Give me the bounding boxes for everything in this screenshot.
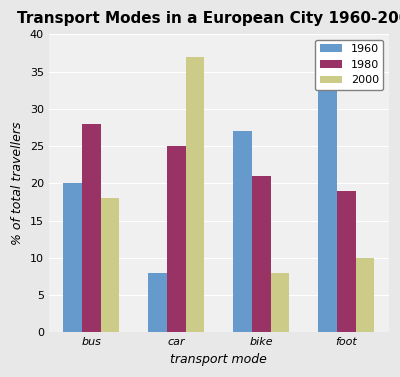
Bar — [337, 191, 356, 333]
Bar — [271, 273, 289, 333]
Bar — [318, 72, 337, 333]
Bar — [186, 57, 204, 333]
X-axis label: transport mode: transport mode — [170, 353, 267, 366]
Bar — [100, 198, 119, 333]
Bar — [233, 131, 252, 333]
Bar — [63, 183, 82, 333]
Bar — [82, 124, 100, 333]
Legend: 1960, 1980, 2000: 1960, 1980, 2000 — [315, 40, 383, 90]
Bar — [252, 176, 271, 333]
Bar — [356, 258, 374, 333]
Bar — [167, 146, 186, 333]
Title: Transport Modes in a European City 1960-2000: Transport Modes in a European City 1960-… — [17, 11, 400, 26]
Bar — [148, 273, 167, 333]
Y-axis label: % of total travellers: % of total travellers — [11, 122, 24, 245]
